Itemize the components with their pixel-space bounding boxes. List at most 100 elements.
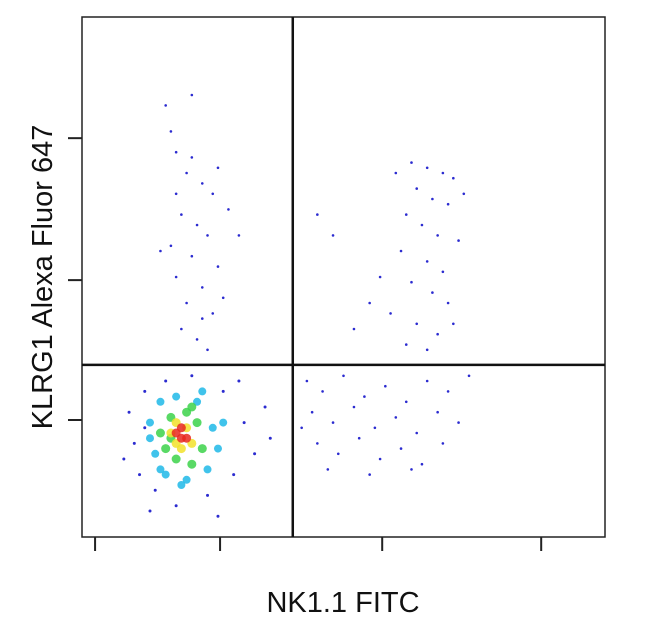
- data-point: [242, 421, 246, 425]
- data-point: [441, 270, 445, 274]
- data-point: [174, 504, 178, 508]
- data-point: [431, 291, 434, 294]
- data-point: [316, 213, 319, 216]
- data-point: [172, 392, 181, 401]
- data-point: [177, 481, 186, 489]
- data-point: [169, 130, 173, 133]
- data-point: [452, 322, 455, 326]
- data-point: [446, 301, 450, 305]
- data-point: [446, 202, 450, 206]
- data-point: [446, 390, 450, 393]
- y-axis-label: KLRG1 Alexa Fluor 647: [27, 125, 59, 430]
- data-point: [410, 468, 413, 471]
- data-point: [221, 296, 225, 300]
- data-point: [404, 213, 408, 216]
- data-point: [394, 171, 398, 175]
- data-point: [253, 452, 257, 456]
- data-point: [378, 457, 382, 461]
- data-point: [190, 93, 194, 97]
- data-point: [368, 473, 371, 476]
- data-point: [161, 470, 170, 479]
- data-point: [263, 405, 267, 409]
- data-point: [363, 395, 366, 398]
- data-point: [213, 444, 222, 453]
- data-point: [457, 239, 460, 242]
- data-point: [389, 312, 392, 315]
- data-point: [331, 421, 335, 424]
- data-point: [410, 280, 413, 284]
- data-point: [193, 397, 202, 406]
- data-point: [336, 452, 340, 456]
- data-point: [171, 454, 181, 464]
- data-point: [203, 465, 212, 474]
- data-point: [305, 379, 309, 383]
- data-point: [384, 384, 387, 388]
- data-point: [159, 249, 162, 253]
- data-point: [216, 166, 220, 170]
- data-point: [176, 423, 186, 433]
- data-point: [216, 265, 220, 268]
- data-point: [457, 421, 460, 424]
- data-point: [190, 156, 194, 159]
- data-point: [467, 374, 471, 378]
- data-point: [431, 197, 434, 201]
- data-point: [425, 166, 429, 170]
- data-point: [310, 410, 314, 414]
- data-point: [404, 343, 408, 346]
- data-point: [161, 444, 171, 454]
- data-point: [441, 171, 445, 175]
- data-point: [127, 410, 131, 414]
- data-point: [232, 473, 236, 477]
- data-point: [399, 249, 403, 253]
- data-point: [208, 423, 217, 432]
- data-point: [342, 374, 345, 378]
- data-point: [436, 234, 439, 237]
- data-point: [316, 442, 319, 445]
- data-point: [164, 104, 167, 107]
- data-point: [180, 213, 183, 216]
- data-point: [206, 234, 209, 237]
- data-point: [420, 223, 424, 227]
- data-point: [300, 426, 303, 430]
- data-point: [185, 301, 188, 305]
- data-point: [462, 192, 466, 196]
- data-point: [182, 475, 191, 484]
- data-point: [187, 459, 197, 469]
- data-point: [192, 418, 202, 428]
- data-point: [185, 171, 188, 175]
- data-point: [399, 447, 403, 450]
- data-point: [452, 176, 455, 180]
- x-axis-label: NK1.1 FITC: [266, 587, 419, 619]
- data-point: [321, 390, 324, 393]
- plot-frame: [81, 16, 606, 538]
- data-point: [357, 436, 361, 440]
- data-point: [198, 387, 207, 396]
- data-point: [122, 457, 126, 461]
- data-point: [352, 327, 356, 331]
- data-point: [206, 348, 209, 352]
- data-point: [200, 286, 204, 289]
- data-point: [148, 509, 152, 513]
- data-point: [138, 473, 142, 477]
- data-point: [187, 402, 197, 412]
- data-point: [216, 514, 220, 518]
- data-point: [420, 462, 424, 466]
- data-point: [436, 410, 439, 414]
- data-point: [425, 379, 429, 383]
- data-point: [174, 275, 178, 279]
- data-point: [219, 418, 228, 427]
- data-point: [200, 182, 204, 185]
- data-point: [174, 150, 178, 154]
- data-point: [145, 434, 154, 443]
- data-point: [425, 348, 429, 352]
- data-point: [180, 327, 183, 331]
- data-point: [237, 234, 241, 237]
- data-point: [174, 192, 178, 196]
- data-point: [153, 488, 157, 492]
- data-point: [404, 400, 408, 404]
- data-point: [195, 223, 199, 227]
- data-point: [352, 405, 356, 409]
- data-point: [156, 465, 165, 474]
- data-point: [206, 493, 210, 497]
